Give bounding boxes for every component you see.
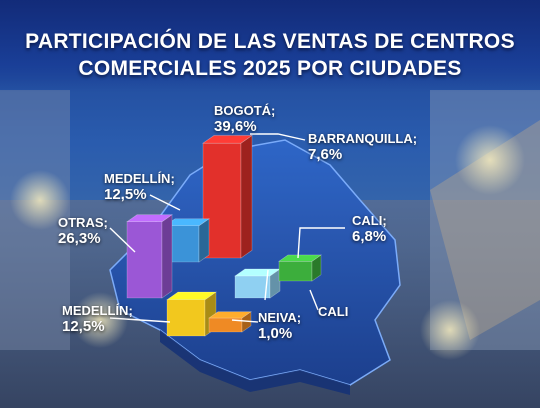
leader-line-6 <box>309 289 319 311</box>
bar-otras-top <box>126 214 173 223</box>
label-cali-name: CALI; <box>352 213 387 228</box>
label-medellin-top-value: 12,5% <box>104 186 147 203</box>
label-cali: CALI; 6,8% <box>352 214 387 244</box>
chart-title-line-2: COMERCIALES 2025 POR CIUDADES <box>78 57 462 80</box>
label-neiva-name: NEIVA; <box>258 310 302 325</box>
title-banner: PARTICIPACIÓN DE LAS VENTAS DE CENTROS C… <box>0 0 540 92</box>
label-otras-name: OTRAS; <box>58 215 108 230</box>
bar-medellin_bottom-top <box>166 291 217 301</box>
label-barranquilla-value: 7,6% <box>308 146 343 163</box>
leader-line-4 <box>109 317 171 323</box>
bar-otras-side <box>161 214 173 299</box>
leader-line-3 <box>297 227 345 259</box>
label-cali-city-name: CALI <box>318 304 349 319</box>
bar-bogota-top <box>202 135 253 144</box>
bar-barranquilla-side <box>269 268 281 299</box>
leader-line-1 <box>149 194 181 211</box>
label-otras-value: 26,3% <box>58 230 101 247</box>
bar-bogota-side <box>240 134 253 259</box>
label-neiva-value: 1,0% <box>258 325 293 342</box>
label-bogota-value: 39,6% <box>214 118 257 135</box>
bar-neiva <box>208 311 252 333</box>
label-medellin-top: MEDELLÍN; 12,5% <box>104 172 175 202</box>
leader-line-5 <box>231 319 259 323</box>
bar-cali <box>278 254 322 282</box>
bar-neiva-side <box>241 311 252 333</box>
leader-line-2 <box>109 227 136 253</box>
label-barranquilla-name: BARRANQUILLA; <box>308 131 418 146</box>
label-medellin-bottom-name: MEDELLÍN; <box>62 303 133 318</box>
label-medellin-bottom-value: 12,5% <box>62 318 105 335</box>
bar-neiva-top <box>208 311 252 319</box>
bar-medellin_top <box>164 218 210 263</box>
bar-bogota <box>202 134 253 259</box>
label-bogota: BOGOTÁ; 39,6% <box>214 104 275 134</box>
label-medellin-bottom: MEDELLÍN; 12,5% <box>62 304 133 334</box>
bar-barranquilla-front <box>234 275 271 299</box>
bar-otras-front <box>126 221 163 299</box>
label-cali-city: CALI <box>318 305 348 318</box>
label-cali-value: 6,8% <box>352 228 387 245</box>
leader-line-0 <box>250 133 306 141</box>
bar-cali-front <box>278 260 313 282</box>
label-bogota-name: BOGOTÁ; <box>214 103 276 118</box>
label-otras: OTRAS; 26,3% <box>58 216 108 246</box>
label-neiva: NEIVA; 1,0% <box>258 311 301 341</box>
bar-medellin_bottom <box>166 291 217 337</box>
bar-medellin_top-side <box>198 218 210 263</box>
label-barranquilla: BARRANQUILLA; 7,6% <box>308 132 417 162</box>
leader-line-7 <box>264 269 269 301</box>
bar-barranquilla <box>234 268 281 299</box>
bar-cali-top <box>278 254 322 262</box>
bar-otras <box>126 214 173 299</box>
chart-title-line-1: PARTICIPACIÓN DE LAS VENTAS DE CENTROS <box>25 30 515 53</box>
label-medellin-top-name: MEDELLÍN; <box>104 171 175 186</box>
bar-medellin_bottom-front <box>166 299 206 337</box>
